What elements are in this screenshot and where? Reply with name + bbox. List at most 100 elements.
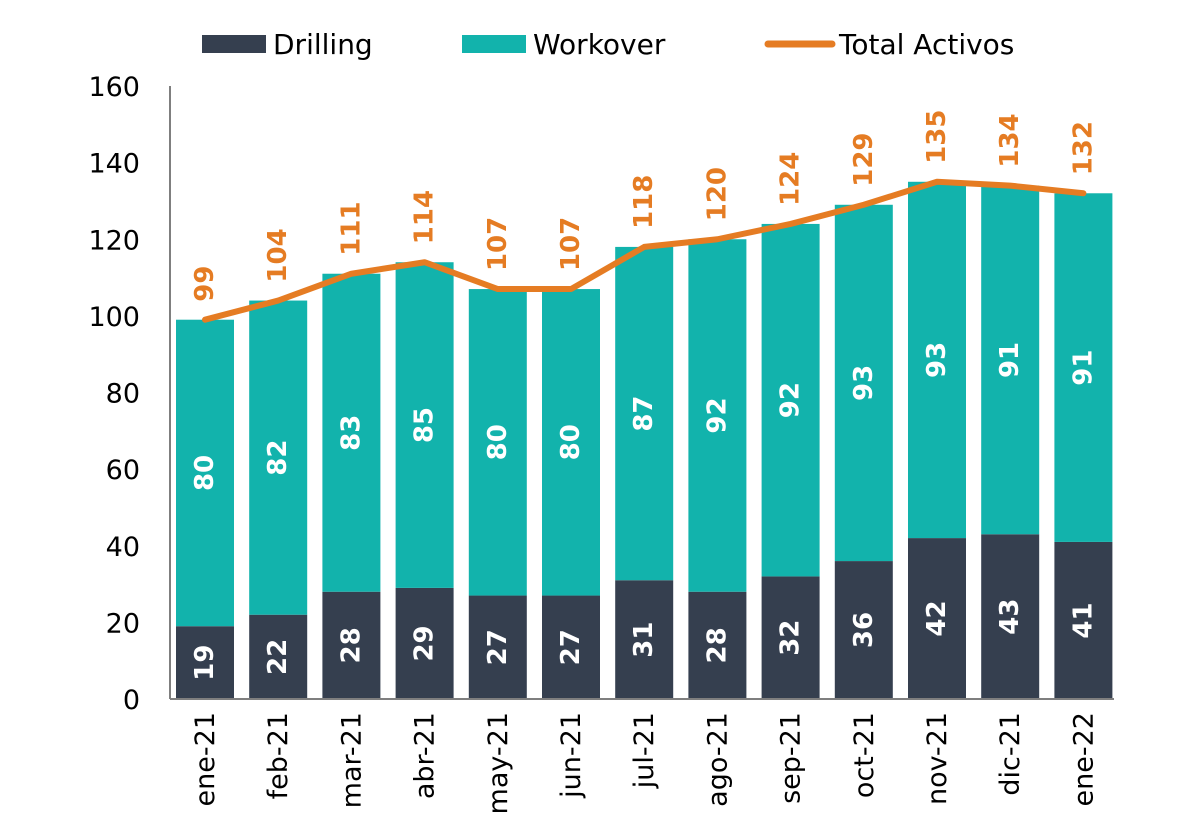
data-label-total: 107: [556, 217, 586, 271]
data-label-workover: 93: [922, 342, 952, 378]
bar-workover: [322, 273, 381, 592]
x-tick-label: ene-22: [1068, 712, 1099, 806]
y-tick-label: 140: [88, 149, 140, 180]
x-tick-label: ene-21: [190, 712, 221, 806]
x-axis: ene-21 feb-21 mar-21 abr-21 may-21 jun-21 jul-…: [170, 698, 1114, 814]
data-label-workover: 91: [1068, 350, 1098, 386]
bar-workover: [908, 181, 966, 539]
data-label-total: 107: [483, 217, 513, 271]
y-tick-label: 160: [88, 72, 140, 103]
y-tick-label: 120: [88, 225, 140, 256]
data-label-workover: 83: [336, 415, 366, 451]
data-label-workover: 92: [776, 382, 806, 418]
bar-drilling: [395, 587, 454, 699]
bar-drilling: [1054, 541, 1113, 699]
data-label-total: 135: [922, 110, 952, 164]
bar-drilling: [615, 580, 674, 699]
legend-label-total: Total Activos: [838, 28, 1014, 61]
data-label-drilling: 36: [849, 612, 879, 648]
x-tick-label: jun-21: [556, 712, 587, 799]
bar-workover: [981, 185, 1040, 535]
bar-workover: [176, 319, 234, 627]
data-label-drilling: 42: [922, 600, 952, 636]
bar-drilling: [908, 538, 966, 699]
data-label-drilling: 43: [995, 599, 1025, 635]
y-axis: 0 20 40 60 80 100 120 140 160: [88, 72, 171, 716]
x-tick-label: ago-21: [702, 712, 733, 807]
y-tick-label: 80: [106, 379, 140, 410]
x-tick-label: jul-21: [629, 712, 660, 789]
y-tick-label: 100: [88, 302, 140, 333]
x-tick-label: abr-21: [410, 712, 441, 799]
bar-drilling: [981, 534, 1040, 699]
bar-drilling: [176, 626, 234, 699]
data-label-drilling: 27: [556, 629, 586, 665]
data-label-drilling: 41: [1068, 602, 1098, 638]
x-tick-label: nov-21: [922, 712, 953, 805]
y-tick-label: 40: [106, 532, 140, 563]
bar-workover: [761, 223, 820, 577]
bar-drilling: [249, 614, 308, 699]
data-label-drilling: 22: [263, 639, 293, 675]
legend-swatch-drilling: [202, 35, 266, 53]
bar-drilling: [688, 591, 747, 699]
data-label-total: 120: [702, 167, 732, 221]
bar-workover: [468, 289, 527, 596]
legend: Drilling Workover Total Activos: [202, 28, 1014, 61]
bar-drilling: [468, 595, 527, 699]
bar-workover: [615, 246, 674, 581]
data-label-workover: 80: [190, 455, 220, 491]
data-label-total: 134: [995, 113, 1025, 167]
data-label-workover: 92: [702, 397, 732, 433]
y-tick-label: 20: [106, 608, 140, 639]
x-tick-label: mar-21: [336, 712, 367, 808]
bar-drilling: [542, 595, 600, 699]
x-tick-label: dic-21: [995, 712, 1026, 796]
data-label-total: 99: [190, 266, 220, 302]
x-tick-label: oct-21: [849, 712, 880, 798]
data-label-workover: 80: [556, 424, 586, 460]
line-total-activos: [202, 178, 1087, 323]
bar-drilling: [761, 576, 820, 699]
data-label-drilling: 28: [336, 627, 366, 663]
data-label-total: 124: [776, 152, 806, 206]
data-label-total: 129: [849, 132, 879, 186]
legend-label-workover: Workover: [533, 28, 666, 61]
data-label-drilling: 31: [629, 622, 659, 658]
bar-workover: [542, 289, 600, 596]
data-label-workover: 85: [410, 407, 440, 443]
x-tick-label: feb-21: [263, 712, 294, 799]
y-tick-label: 0: [123, 685, 140, 716]
bars: [176, 181, 1113, 699]
data-label-workover: 80: [483, 424, 513, 460]
bar-workover: [249, 300, 308, 615]
data-label-total: 111: [336, 201, 366, 255]
data-label-total: 114: [410, 190, 440, 244]
bar-drilling: [834, 561, 893, 699]
data-label-workover: 87: [629, 395, 659, 431]
data-label-drilling: 27: [483, 629, 513, 665]
data-label-total: 118: [629, 175, 659, 229]
bar-workover: [834, 204, 893, 562]
x-tick-label: sep-21: [776, 712, 807, 804]
legend-swatch-workover: [462, 35, 526, 53]
total-line: [202, 178, 1087, 323]
data-label-drilling: 29: [410, 625, 440, 661]
bar-workover: [395, 262, 454, 588]
data-label-total: 132: [1068, 121, 1098, 175]
bar-workover: [1054, 193, 1113, 542]
data-label-total: 104: [263, 228, 293, 282]
x-tick-label: may-21: [483, 712, 514, 814]
data-label-workover: 93: [849, 365, 879, 401]
data-label-workover: 91: [995, 342, 1025, 378]
data-label-drilling: 32: [776, 620, 806, 656]
bar-workover: [688, 239, 747, 592]
bar-drilling: [322, 591, 381, 699]
data-label-workover: 82: [263, 440, 293, 476]
legend-label-drilling: Drilling: [273, 28, 373, 61]
y-tick-label: 60: [106, 455, 140, 486]
data-label-drilling: 19: [190, 645, 220, 681]
data-labels: 19 80 22 82 28 83 29 85 27 80 27 80 31 87 28 92 32 92 36 93…: [190, 110, 1098, 681]
data-label-drilling: 28: [702, 627, 732, 663]
